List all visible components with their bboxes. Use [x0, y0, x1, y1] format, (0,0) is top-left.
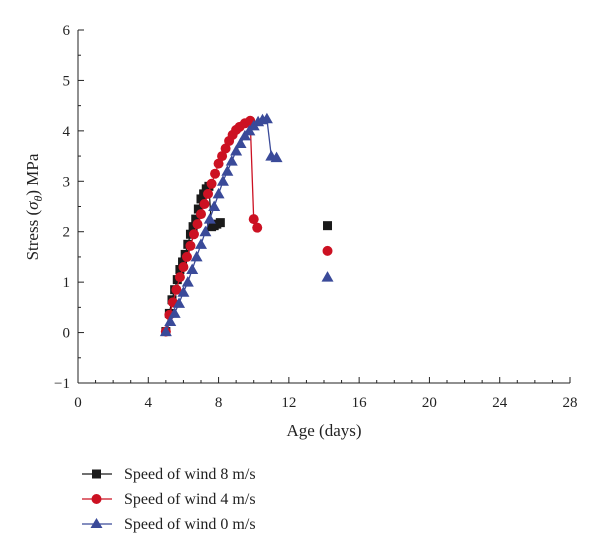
data-point-triangle [199, 225, 212, 237]
data-point-triangle [225, 155, 238, 166]
data-point-triangle [177, 286, 190, 297]
data-point-square [191, 214, 201, 224]
data-point-triangle [234, 137, 247, 148]
data-point-triangle [173, 297, 186, 308]
y-tick-label: 3 [63, 174, 71, 190]
x-tick-label: 12 [281, 395, 296, 411]
data-point-triangle [186, 263, 199, 275]
data-point-square [323, 221, 333, 231]
data-point-circle [178, 262, 189, 273]
data-point-circle [181, 251, 192, 262]
data-point-circle [322, 245, 333, 256]
x-tick-label: 4 [145, 395, 153, 411]
data-point-triangle [260, 112, 273, 124]
data-point-circle [252, 222, 263, 233]
data-point-square [215, 218, 225, 228]
legend-entry-wind-4: Speed of wind 4 m/s [82, 491, 256, 508]
axes [77, 30, 570, 384]
data-point-circle [199, 198, 210, 209]
y-axis-label-suffix: ) MPa [23, 153, 42, 195]
data-point-triangle [203, 213, 216, 224]
legend-marker-triangle [90, 518, 103, 528]
legend-entry-wind-8: Speed of wind 8 m/s [82, 466, 256, 483]
data-point-triangle [221, 165, 234, 176]
y-tick-label: −1 [54, 376, 70, 392]
x-tick-label: 24 [492, 395, 508, 411]
data-point-square [178, 257, 188, 267]
data-point-circle [192, 219, 203, 230]
data-point-triangle [216, 175, 229, 186]
x-tick-label: 20 [422, 395, 437, 411]
data-point-triangle [181, 276, 194, 287]
x-tick-label: 8 [215, 395, 223, 411]
legend: Speed of wind 8 m/s Speed of wind 4 m/s … [82, 466, 256, 533]
y-axis-label-subscript: θ [31, 196, 45, 202]
data-point-square [196, 194, 206, 204]
y-tick-label: 1 [63, 275, 71, 291]
series-triangle [159, 112, 334, 337]
y-tick-label: 4 [63, 124, 71, 140]
data-point-circle [217, 151, 228, 162]
x-axis-label: Age (days) [286, 421, 361, 440]
data-point-circle [248, 214, 259, 225]
series-circle [160, 115, 333, 337]
data-point-triangle [212, 187, 225, 199]
data-series [159, 112, 334, 337]
data-point-circle [206, 178, 217, 189]
data-point-triangle [190, 250, 203, 262]
legend-marker-circle [91, 494, 102, 504]
data-point-circle [188, 229, 199, 240]
y-axis-label: Stress (σθ) MPa [23, 153, 45, 260]
y-tick-label: 6 [63, 23, 71, 39]
legend-label-wind-8: Speed of wind 8 m/s [124, 466, 256, 483]
legend-entry-wind-0: Speed of wind 0 m/s [82, 516, 256, 533]
data-point-circle [203, 188, 214, 199]
data-point-triangle [159, 325, 172, 337]
data-point-triangle [208, 200, 221, 211]
data-point-circle [174, 272, 185, 283]
data-point-square [188, 222, 198, 232]
data-point-square [193, 204, 203, 214]
x-tick-label: 0 [74, 395, 82, 411]
legend-marker-square [92, 469, 101, 479]
data-point-triangle [164, 315, 177, 326]
y-axis-label-prefix: Stress ( [23, 210, 42, 261]
data-point-circle [185, 240, 196, 251]
data-point-circle [220, 143, 231, 154]
y-tick-label: 2 [63, 225, 71, 241]
y-axis-label-symbol: σ [23, 201, 42, 210]
legend-label-wind-0: Speed of wind 0 m/s [124, 516, 256, 533]
data-point-circle [210, 168, 221, 179]
data-point-circle [171, 284, 182, 295]
data-point-triangle [195, 238, 207, 249]
x-tick-label: 16 [352, 395, 368, 411]
data-point-triangle [321, 271, 334, 282]
data-point-circle [196, 209, 206, 220]
legend-label-wind-4: Speed of wind 4 m/s [124, 491, 256, 508]
data-point-triangle [168, 307, 181, 318]
y-tick-label: 5 [63, 73, 71, 89]
data-point-circle [213, 158, 224, 169]
data-point-triangle [270, 151, 283, 163]
x-tick-label: 28 [563, 395, 578, 411]
data-point-triangle [230, 145, 243, 156]
y-tick-label: 0 [63, 326, 71, 342]
